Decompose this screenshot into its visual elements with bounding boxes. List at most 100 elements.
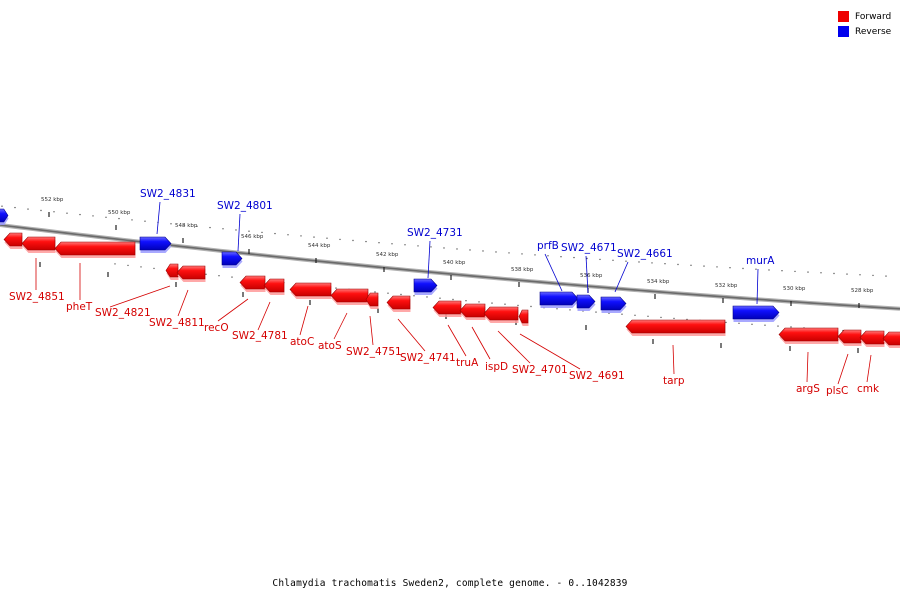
gene-arrow[interactable]	[221, 251, 243, 266]
gene-arrow[interactable]	[732, 305, 780, 320]
gene-arrow[interactable]	[263, 278, 285, 293]
scale-label: 528 kbp	[851, 288, 874, 294]
upper-scale-dot	[430, 246, 432, 248]
gene-arrow[interactable]	[413, 278, 438, 293]
gene-arrow[interactable]	[165, 263, 179, 278]
lower-scale-dot	[777, 325, 779, 327]
upper-scale-dot	[261, 231, 263, 234]
gene-ispD[interactable]	[459, 303, 486, 320]
lower-scale-dot	[595, 311, 597, 313]
gene-arrow[interactable]	[3, 232, 23, 247]
gene-arrow[interactable]	[176, 265, 206, 280]
upper-scale-dot	[612, 259, 614, 261]
gene-arrow[interactable]	[0, 208, 9, 223]
gene-pheT[interactable]	[54, 241, 136, 258]
gene-SW2_4831[interactable]	[139, 236, 172, 253]
lower-scale-dot	[218, 275, 220, 277]
lower-scale-dot	[556, 308, 558, 310]
gene-arrow[interactable]	[432, 300, 462, 315]
label-leader-line	[109, 285, 171, 308]
upper-scale-dot	[170, 223, 172, 225]
upper-scale-dot	[742, 267, 744, 270]
upper-scale-dot	[365, 240, 367, 243]
gene-SW2_4691[interactable]	[518, 309, 529, 326]
upper-scale-dot	[768, 269, 770, 271]
upper-scale-dot	[833, 272, 835, 275]
gene-atoS[interactable]	[330, 288, 369, 305]
upper-scale-dot	[664, 263, 666, 265]
gene-SW2_4811[interactable]	[176, 265, 206, 282]
upper-scale-dot	[794, 270, 796, 273]
lower-scale-dot	[478, 301, 480, 303]
gene-SW2_4671[interactable]	[576, 294, 596, 311]
gene-unlabeled[interactable]	[882, 331, 900, 348]
gene-cmk[interactable]	[859, 330, 885, 347]
gene-arrow[interactable]	[539, 291, 579, 306]
gene-arrow[interactable]	[54, 241, 136, 256]
gene-SW2_4781[interactable]	[263, 278, 285, 295]
gene-arrow[interactable]	[778, 327, 839, 342]
gene-SW2_4821[interactable]	[165, 263, 179, 280]
gene-arrow[interactable]	[386, 295, 411, 310]
label-leader-line	[156, 201, 161, 235]
gene-SW2_4741[interactable]	[386, 295, 411, 312]
gene-arrow[interactable]	[365, 292, 379, 307]
label-leader-line	[497, 330, 531, 364]
gene-prfB[interactable]	[539, 291, 579, 308]
scale-label: 536 kbp	[580, 273, 603, 279]
scale-label: 540 kbp	[443, 260, 466, 266]
gene-arrow[interactable]	[21, 236, 56, 251]
upper-scale-dot	[846, 273, 848, 275]
upper-scale-dot	[729, 267, 731, 269]
lower-scale-dot	[660, 316, 662, 319]
gene-arrow[interactable]	[483, 306, 519, 321]
gene-arrow[interactable]	[600, 296, 627, 311]
gene-arrow[interactable]	[239, 275, 266, 290]
lower-scale-dot	[569, 309, 571, 311]
gene-tarp[interactable]	[625, 319, 726, 336]
gene-label: SW2_4741	[400, 352, 456, 364]
lower-scale-dot	[231, 276, 233, 278]
gene-truA[interactable]	[432, 300, 462, 317]
gene-SW2_4701[interactable]	[483, 306, 519, 323]
lower-scale-dot	[400, 293, 402, 296]
upper-scale-dot	[651, 262, 653, 264]
gene-SW2_4661[interactable]	[600, 296, 627, 313]
gene-arrow[interactable]	[625, 319, 726, 334]
upper-scale-dot	[287, 234, 289, 236]
gene-arrow[interactable]	[859, 330, 885, 345]
gene-label: ispD	[485, 361, 508, 373]
gene-SW2_4751[interactable]	[365, 292, 379, 309]
gene-SW2_4731[interactable]	[413, 278, 438, 295]
lower-scale-dot	[426, 296, 428, 298]
gene-recO[interactable]	[239, 275, 266, 292]
gene-arrow[interactable]	[837, 329, 862, 344]
upper-scale-dot	[79, 213, 81, 216]
gene-SW2_4801[interactable]	[221, 251, 243, 268]
gene-label: prfB	[537, 240, 559, 252]
upper-scale-dot	[781, 270, 783, 272]
lower-scale-dot	[452, 298, 454, 301]
gene-atoC[interactable]	[289, 282, 332, 299]
gene-SW2_4851[interactable]	[3, 232, 23, 249]
gene-murA[interactable]	[732, 305, 780, 322]
gene-arrow[interactable]	[330, 288, 369, 303]
gene-unlabeled[interactable]	[0, 208, 9, 225]
label-leader-line	[369, 315, 374, 346]
gene-unlabeled[interactable]	[21, 236, 56, 253]
upper-scale-dot	[495, 251, 497, 253]
gene-label: SW2_4831	[140, 188, 196, 200]
lower-scale-dot	[140, 266, 142, 268]
upper-scale-dot	[638, 261, 640, 263]
label-leader-line	[519, 333, 581, 370]
gene-arrow[interactable]	[576, 294, 596, 309]
gene-arrow[interactable]	[459, 303, 486, 318]
gene-arrow[interactable]	[518, 309, 529, 324]
gene-arrow[interactable]	[882, 331, 900, 346]
reverse-label: Reverse	[855, 26, 892, 37]
gene-plsC[interactable]	[837, 329, 862, 346]
gene-arrow[interactable]	[139, 236, 172, 251]
gene-argS[interactable]	[778, 327, 839, 344]
gene-arrow[interactable]	[289, 282, 332, 297]
upper-scale-dot	[248, 230, 250, 232]
